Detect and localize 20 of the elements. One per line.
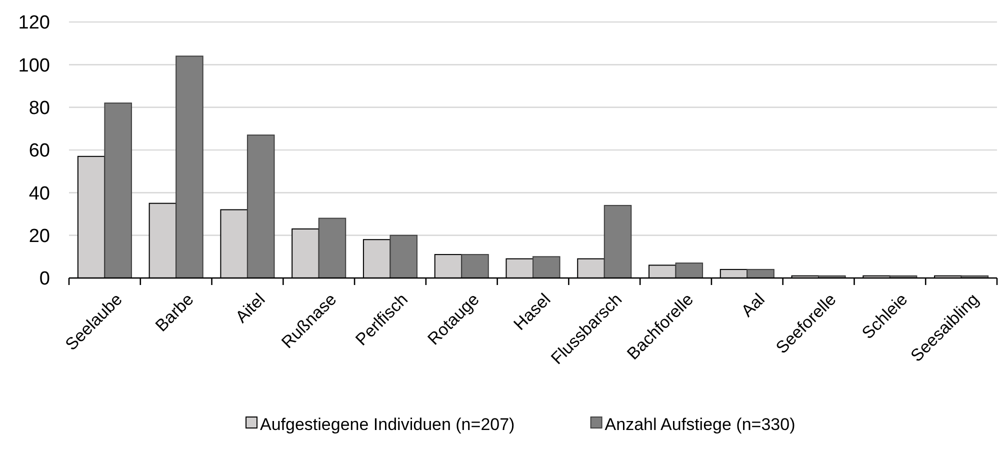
bar bbox=[318, 218, 346, 278]
y-tick-label: 60 bbox=[28, 140, 50, 162]
bar bbox=[390, 234, 418, 278]
y-tick-label: 120 bbox=[18, 12, 50, 34]
x-tick-label: Aal bbox=[738, 290, 768, 321]
bar bbox=[104, 102, 132, 278]
bar bbox=[461, 254, 489, 278]
y-tick-label: 100 bbox=[18, 55, 50, 76]
bar bbox=[604, 204, 632, 278]
bar bbox=[746, 268, 774, 278]
y-tick-label: 20 bbox=[28, 226, 50, 247]
y-tick-label: 80 bbox=[28, 98, 50, 119]
bar bbox=[675, 262, 704, 278]
bar bbox=[532, 256, 560, 278]
y-tick-label: 40 bbox=[28, 183, 50, 204]
legend-label: Anzahl Aufstiege (n=330) bbox=[604, 414, 796, 434]
bar bbox=[246, 134, 275, 278]
legend-label: Aufgestiegene Individuen (n=207) bbox=[260, 414, 515, 434]
bar bbox=[176, 56, 204, 278]
y-tick-label: 0 bbox=[39, 268, 50, 290]
